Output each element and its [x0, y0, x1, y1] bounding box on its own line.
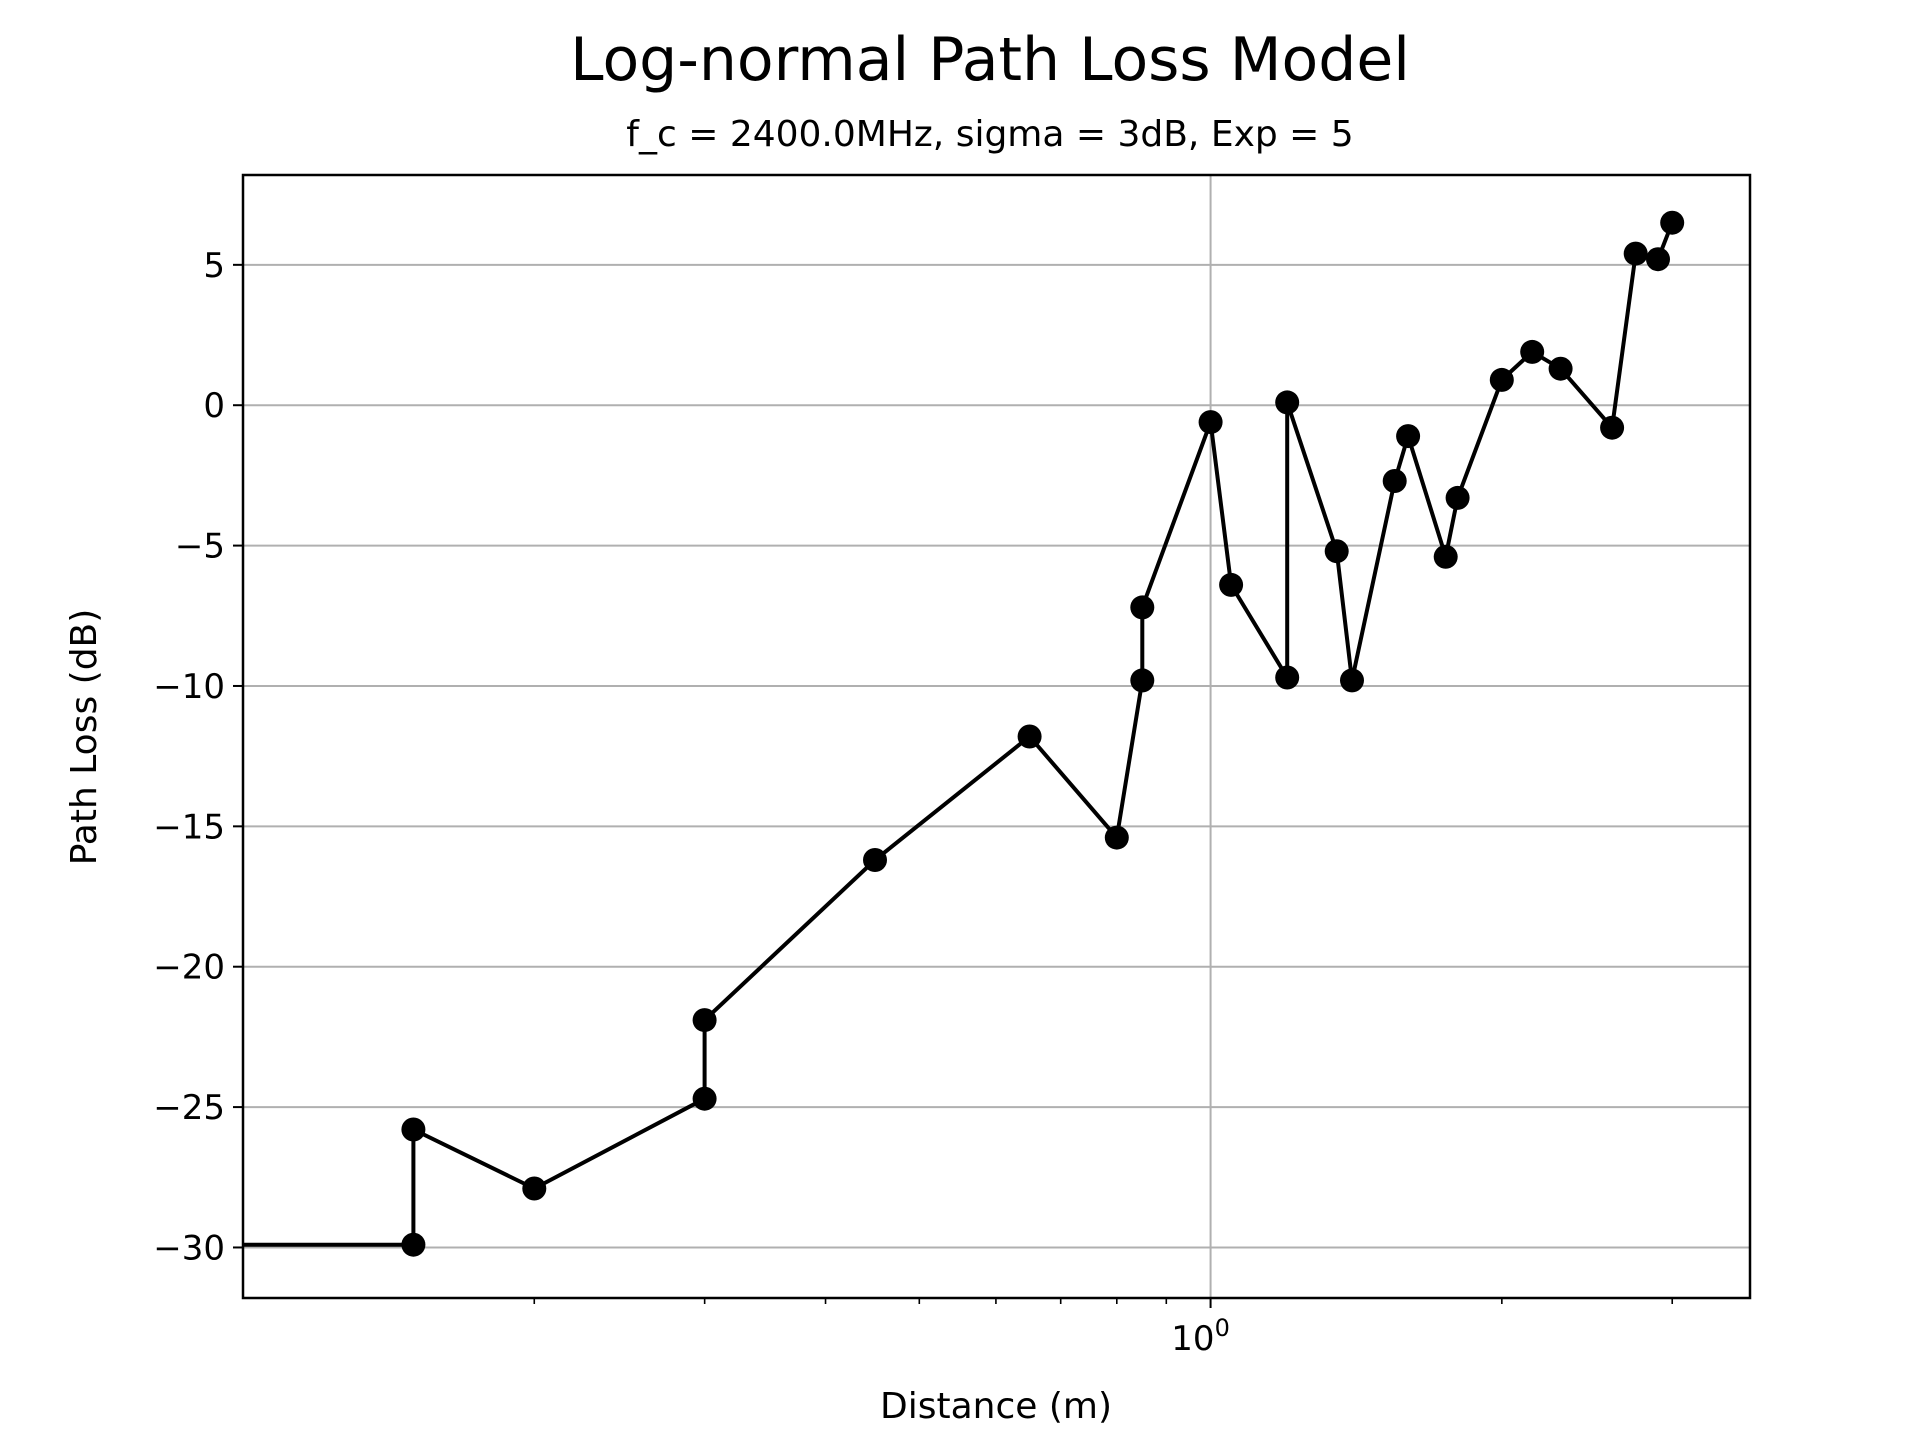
data-point [1130, 668, 1155, 693]
x-tick-label: 100 [1171, 1314, 1230, 1359]
data-point [1646, 247, 1670, 272]
data-point [1017, 724, 1042, 749]
y-tick-label: 5 [203, 246, 225, 286]
data-point [1275, 390, 1300, 415]
x-axis-label: Distance (m) [880, 1386, 1112, 1427]
chart-subtitle: f_c = 2400.0MHz, sigma = 3dB, Exp = 5 [626, 114, 1353, 155]
y-tick-label: 0 [203, 386, 225, 426]
y-tick-label: −5 [175, 527, 225, 567]
y-axis-label: Path Loss (dB) [64, 609, 105, 866]
y-tick-label: −15 [153, 807, 225, 847]
data-point [1660, 210, 1685, 235]
y-tick-label: −20 [153, 948, 225, 988]
chart-title: Log-normal Path Loss Model [570, 25, 1410, 95]
y-tick-label: −30 [153, 1228, 225, 1268]
plot-frame [241, 173, 1752, 1300]
data-point [692, 1086, 717, 1111]
data-point [401, 1117, 426, 1142]
data-point [1396, 424, 1421, 449]
data-point [1382, 469, 1407, 493]
data-series [243, 210, 1685, 1257]
grid-lines [243, 175, 1750, 1298]
data-point [1275, 665, 1300, 690]
data-point [1104, 825, 1129, 850]
data-point [1445, 485, 1470, 510]
data-point [401, 1232, 426, 1257]
data-point [1340, 668, 1364, 693]
data-point [1198, 410, 1223, 435]
data-point [1548, 356, 1573, 381]
series-line [243, 221, 1675, 1247]
data-point [1433, 544, 1458, 569]
data-point [863, 848, 887, 872]
data-point [1623, 241, 1648, 266]
data-point [1324, 539, 1349, 564]
data-point [692, 1008, 717, 1033]
y-tick-label: −25 [153, 1088, 225, 1128]
axis-ticks: 5 0 −5 −10 −15 −20 −25 −30 100 [153, 246, 1674, 1359]
data-point [522, 1176, 547, 1201]
data-point [1219, 572, 1244, 597]
data-point [1600, 415, 1625, 440]
data-point [1520, 339, 1545, 364]
data-point [1489, 367, 1514, 392]
data-point [1130, 595, 1155, 620]
y-tick-label: −10 [153, 667, 225, 707]
